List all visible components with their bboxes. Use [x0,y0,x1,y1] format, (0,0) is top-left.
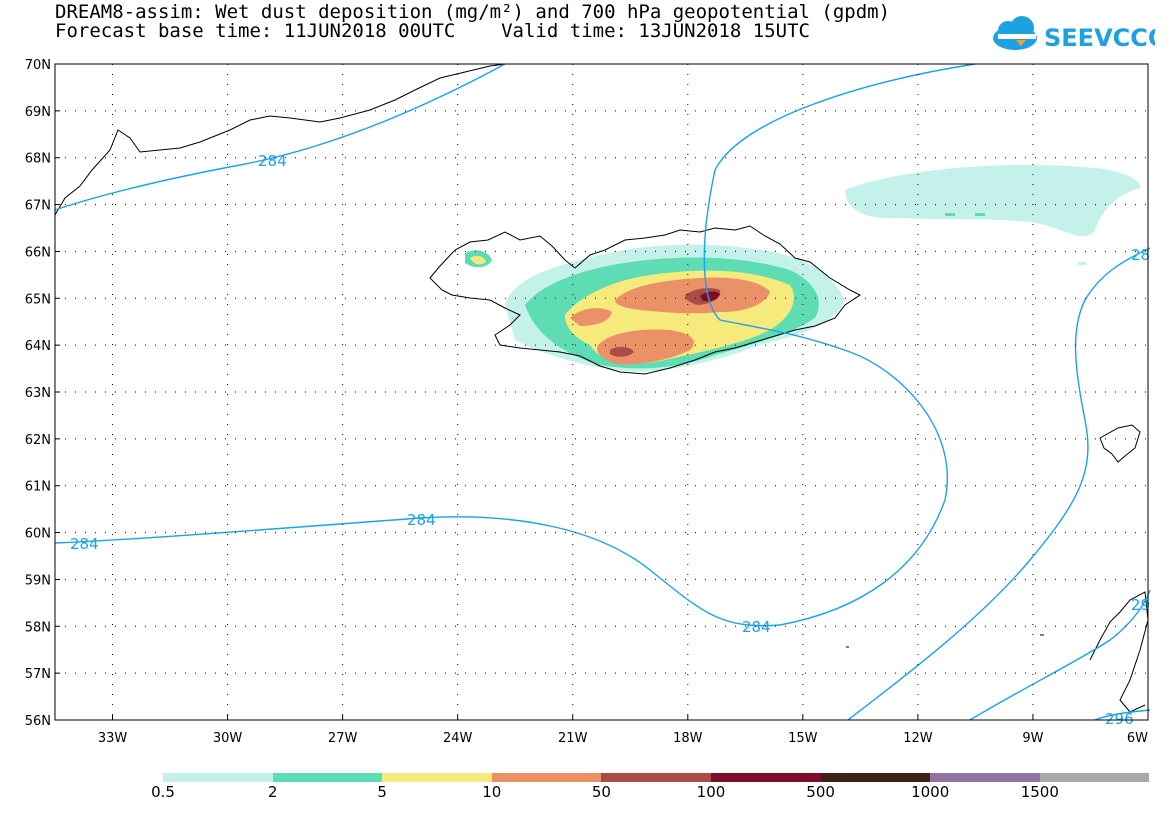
dust-deposition-field [465,164,1141,372]
lon-tick-label: 21W [558,731,588,746]
lat-tick-label: 61N [25,480,51,495]
contour-label: 284 [70,535,99,553]
contour-label: 28 [1131,246,1150,264]
colorbar-label: 100 [696,783,726,801]
lon-tick-label: 15W [788,731,818,746]
colorbar-swatch [820,773,931,782]
dust-speck [1078,262,1086,265]
colorbar-swatch [711,773,821,782]
coastline-scotland [1089,591,1149,713]
dust-patch-east [845,164,1141,237]
dust-speck [945,213,955,216]
lat-tick-label: 67N [25,199,51,214]
contour-label: 29 [1131,596,1150,614]
contour-label: 284 [742,618,771,636]
lon-tick-label: 18W [673,731,703,746]
contour-labels: 284 284 284 284 28 29 296 [70,152,1150,728]
colorbar-label: 2 [267,783,278,801]
coastline [54,63,1149,713]
lon-tick-label: 6W [1127,731,1148,746]
lat-tick-label: 62N [25,433,51,448]
colorbar-label: 5 [377,783,387,801]
cloud-icon [993,16,1037,50]
chart-title: DREAM8-assim: Wet dust deposition (mg/m²… [55,1,891,23]
colorbar-swatch [930,773,1040,782]
lat-tick-label: 69N [25,105,51,120]
contour-line [54,63,976,627]
contour-label: 284 [258,152,287,170]
colorbar-swatch [163,773,273,782]
colorbar-label: 1000 [911,783,950,801]
lon-tick-label: 24W [443,731,473,746]
dust-level-3b [470,255,486,265]
map-frame [54,63,1149,721]
dust-level-6 [700,291,720,302]
lat-tick-label: 57N [25,667,51,682]
coastline-iceland [429,225,861,375]
lat-tick-label: 65N [25,292,51,307]
contour-line [54,63,506,211]
colorbar-label: 0.5 [151,783,175,801]
lat-tick-label: 66N [25,245,51,260]
colorbar-swatch [382,773,492,782]
logo-text: SEEVCCC [1044,24,1155,52]
colorbar-swatch [1039,773,1150,782]
colorbar-swatch [601,773,711,782]
dust-level-5b [610,346,634,357]
lat-tick-label: 63N [25,386,51,401]
colorbar-label: 10 [482,783,502,801]
contour-label: 284 [407,511,436,529]
colorbar-label: 500 [806,783,835,801]
lon-tick-label: 9W [1022,731,1043,746]
graticule [55,64,1148,720]
seevccc-logo: SEEVCCC [993,16,1155,52]
lat-tick-label: 58N [25,620,51,635]
colorbar-swatch [272,773,383,782]
lon-tick-label: 12W [903,731,933,746]
lat-tick-label: 60N [25,527,51,542]
contour-line [969,589,1151,721]
contour-line [1094,709,1151,721]
lat-tick-label: 70N [25,58,51,73]
contour-line [847,247,1151,721]
colorbar-label: 50 [591,783,611,801]
lon-tick-label: 30W [213,731,243,746]
coastline-greenland [54,63,506,216]
dust-level-4-west [570,308,612,326]
contour-label: 296 [1105,710,1134,728]
lon-tick-label: 27W [328,731,358,746]
lon-tick-label: 33W [98,731,128,746]
coastline-faroe [1099,424,1141,463]
lat-tick-label: 59N [25,573,51,588]
lat-tick-label: 68N [25,152,51,167]
geopotential-contours [54,63,1151,721]
lat-tick-label: 64N [25,339,51,354]
chart-subtitle: Forecast base time: 11JUN2018 00UTC Vali… [55,20,810,42]
map-axes: 70N 69N 68N 67N 66N 65N 64N 63N 62N 61N 60N 59N 58N 5… [25,58,1149,746]
lat-tick-label: 56N [25,714,51,729]
dust-speck [975,213,985,216]
colorbar-swatch [491,773,602,782]
colorbar-label: 1500 [1020,783,1059,801]
